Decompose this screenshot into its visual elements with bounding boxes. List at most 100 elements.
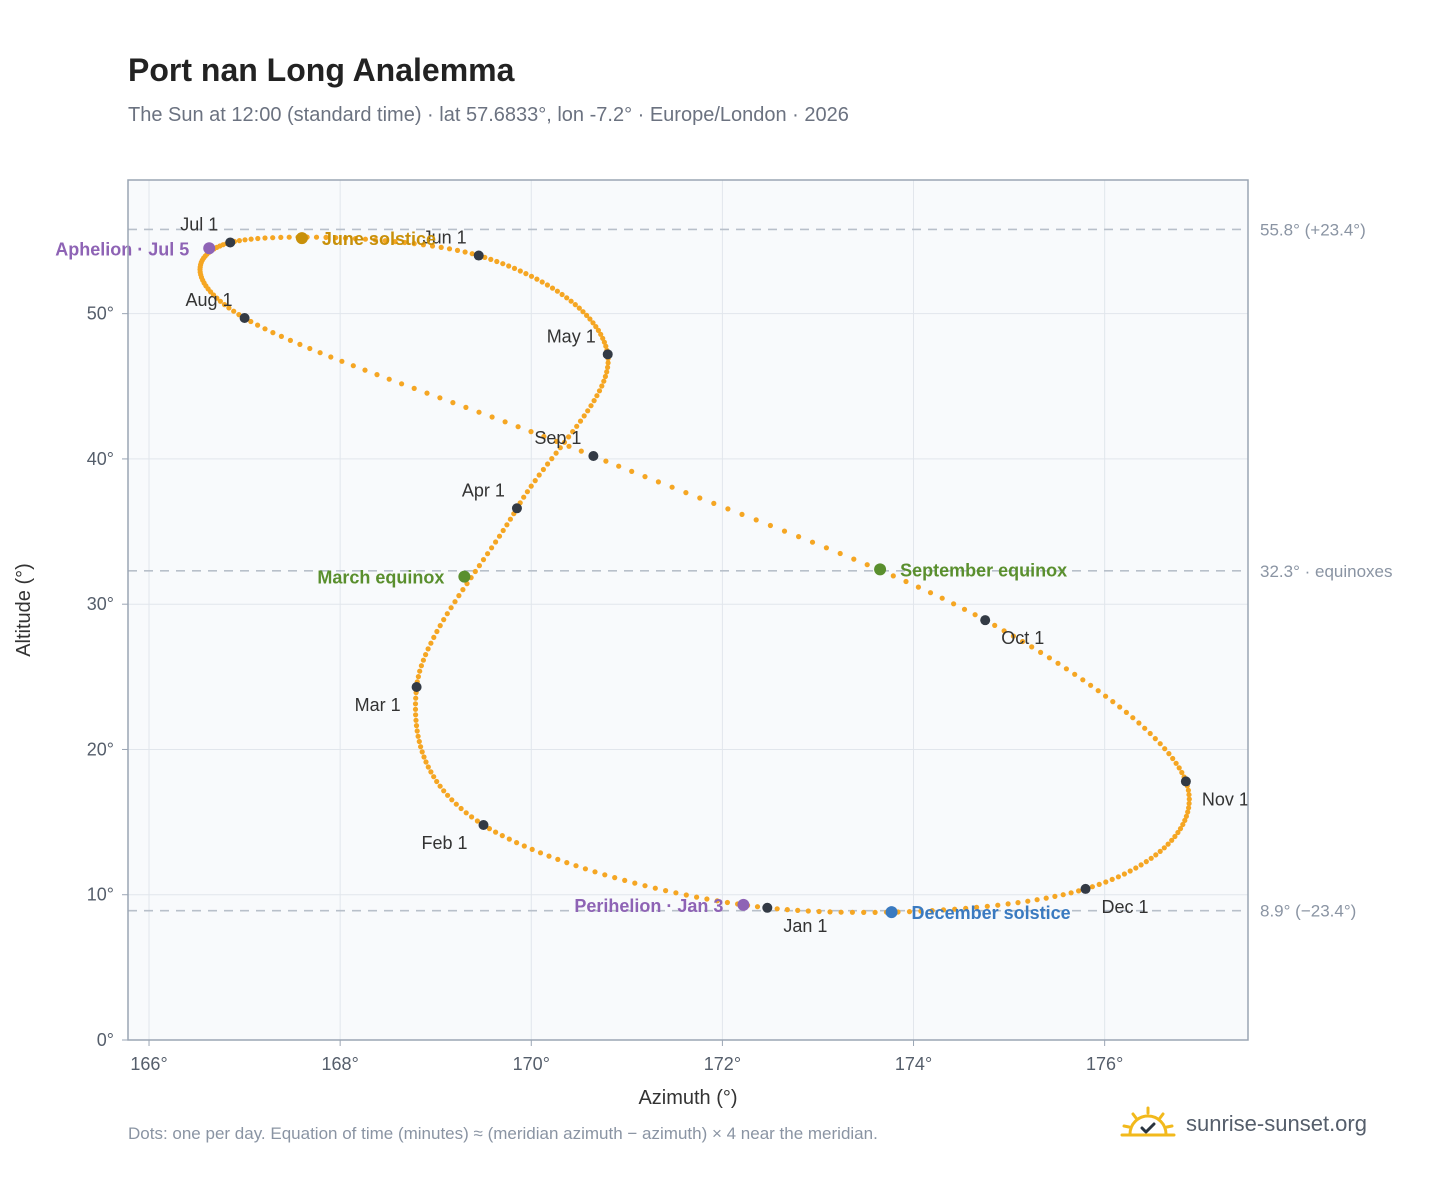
daily-sun-dot	[323, 234, 329, 240]
daily-sun-dot	[402, 239, 408, 246]
y-tick-label: 10°	[87, 885, 114, 905]
daily-sun-dot	[1170, 755, 1176, 762]
daily-sun-dot	[915, 584, 922, 590]
daily-sun-dot	[523, 271, 529, 277]
daily-sun-dot	[918, 908, 924, 914]
daily-sun-dot	[362, 367, 368, 373]
daily-sun-dot	[413, 712, 419, 718]
plot-border	[127, 179, 1249, 1041]
daily-sun-dot	[603, 343, 609, 349]
event-label: September equinox	[900, 560, 1067, 580]
daily-sun-dot	[502, 419, 508, 425]
event-label: June solstice	[322, 229, 436, 249]
event-marker-dot	[458, 570, 471, 583]
daily-sun-dot	[1080, 677, 1086, 683]
daily-sun-dot	[714, 898, 720, 904]
y-tick-label: 50°	[87, 304, 114, 324]
event-marker-dot	[874, 563, 887, 576]
daily-sun-dot	[1157, 741, 1163, 747]
daily-sun-dot	[382, 238, 388, 244]
daily-sun-dot	[632, 880, 638, 886]
brand-name: sunrise-sunset.org	[1186, 1111, 1367, 1136]
daily-sun-dot	[248, 236, 254, 242]
daily-sun-dot	[262, 235, 268, 241]
daily-sun-dot	[1152, 736, 1158, 742]
daily-sun-dot	[248, 318, 254, 325]
daily-sun-dot	[411, 385, 417, 391]
daily-sun-dot	[984, 903, 990, 909]
daily-sun-dot	[412, 701, 419, 707]
daily-sun-dot	[415, 674, 421, 680]
daily-sun-dot	[496, 533, 503, 539]
event-label: December solstice	[912, 903, 1071, 923]
daily-sun-dot	[1173, 760, 1179, 766]
daily-sun-dot	[595, 327, 602, 333]
daily-sun-dot	[754, 904, 761, 910]
daily-sun-dot	[328, 354, 334, 360]
daily-sun-dot	[837, 550, 843, 557]
daily-sun-dot	[412, 706, 419, 712]
x-tick-label: 174°	[895, 1054, 932, 1074]
daily-sun-dot	[521, 843, 527, 849]
y-tick-label: 0°	[97, 1030, 114, 1050]
daily-sun-dot	[539, 279, 545, 285]
daily-sun-dot	[564, 295, 570, 301]
chart-title: Port nan Long Analemma	[128, 52, 515, 88]
daily-sun-dot	[711, 500, 717, 506]
daily-sun-dot	[517, 268, 523, 274]
daily-sun-dot	[362, 236, 368, 242]
daily-sun-dot	[428, 640, 434, 646]
daily-sun-dot	[549, 285, 556, 291]
daily-sun-dot	[582, 866, 589, 872]
daily-sun-dot	[566, 434, 572, 440]
daily-sun-dot	[500, 261, 506, 267]
daily-sun-dot	[594, 393, 600, 399]
daily-sun-dot	[629, 468, 635, 474]
daily-sun-dot	[537, 850, 544, 856]
daily-sun-dot	[486, 826, 492, 832]
daily-sun-dot	[1177, 826, 1184, 832]
daily-sun-dot	[425, 646, 431, 652]
daily-sun-dot	[823, 545, 830, 551]
daily-sun-dot	[1185, 809, 1191, 815]
event-marker-dot	[737, 898, 750, 911]
daily-sun-dot	[546, 853, 552, 859]
daily-sun-dot	[270, 330, 276, 336]
daily-sun-dot	[673, 890, 679, 896]
reference-line-label: 32.3° · equinoxes	[1260, 562, 1393, 581]
daily-sun-dot	[683, 490, 689, 496]
daily-sun-dot	[739, 511, 745, 517]
daily-sun-dot	[601, 378, 607, 384]
daily-sun-dot	[1143, 859, 1149, 865]
brand-logo[interactable]: sunrise-sunset.org	[1120, 1102, 1367, 1146]
daily-sun-dot	[838, 909, 844, 915]
month-label: Jun 1	[423, 228, 467, 248]
daily-sun-dot	[297, 341, 303, 347]
daily-sun-dot	[602, 373, 609, 380]
daily-sun-dot	[724, 899, 731, 906]
daily-sun-dot	[576, 305, 582, 311]
daily-sun-dot	[278, 333, 284, 339]
daily-sun-dot	[1096, 881, 1102, 888]
daily-sun-dot	[570, 429, 576, 435]
daily-sun-dot	[1162, 746, 1168, 752]
daily-sun-dot	[572, 302, 578, 308]
daily-sun-dot	[805, 908, 811, 914]
month-markers: Jan 1 Feb 1 Mar 1 Apr 1 May 1 Jun 1 Jul 1 Aug 1…	[180, 214, 1249, 935]
daily-sun-dot	[864, 562, 870, 568]
month-label: May 1	[547, 326, 596, 346]
daily-sun-dot	[411, 241, 417, 247]
daily-sun-dot	[1088, 682, 1094, 688]
daily-sun-dot	[1072, 671, 1078, 677]
daily-sun-dot	[1180, 821, 1186, 828]
daily-sun-dot	[419, 749, 425, 755]
daily-sun-dot	[399, 381, 405, 387]
daily-sun-dot	[995, 902, 1001, 908]
daily-sun-dot	[420, 657, 426, 663]
daily-sun-dot	[421, 754, 427, 760]
daily-sun-dot	[506, 263, 512, 269]
reference-line-label: 8.9° (−23.4°)	[1260, 902, 1356, 921]
chart-subtitle: The Sun at 12:00 (standard time) · lat 5…	[128, 104, 849, 126]
sun-logo-icon	[1120, 1106, 1176, 1137]
daily-sun-dot	[602, 872, 608, 878]
